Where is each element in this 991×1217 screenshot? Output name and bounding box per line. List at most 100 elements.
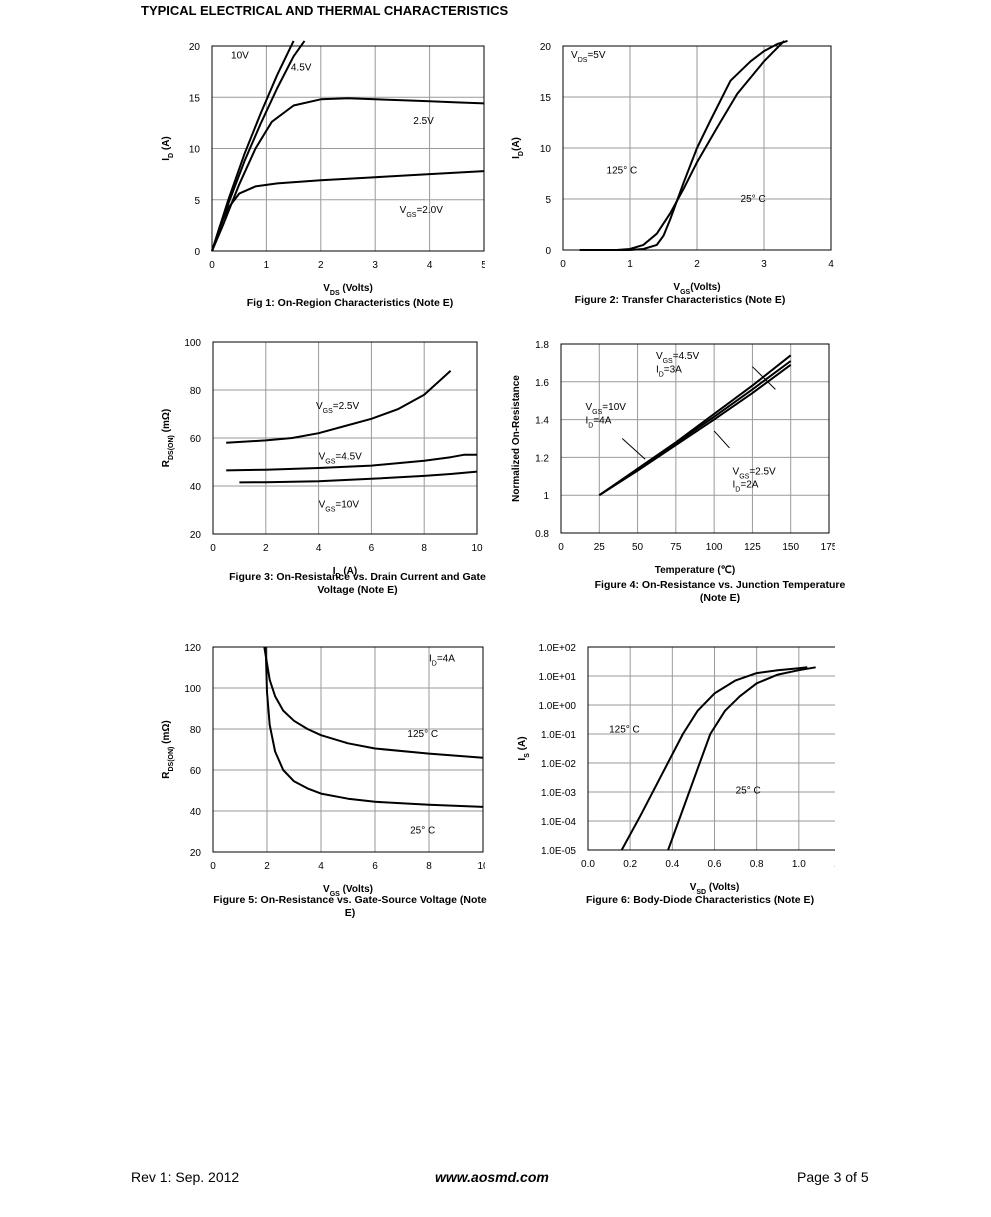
fig1-plot-frame — [211, 45, 485, 252]
fig5-annotation: 25° C — [410, 826, 435, 837]
fig2-xtick-label: 2 — [694, 259, 700, 270]
fig2-ytick-label: 5 — [545, 195, 551, 206]
fig6-xtick-label: 1.2 — [834, 859, 835, 870]
fig4-series-3-line — [598, 363, 792, 497]
fig4-xtick-label: 50 — [632, 542, 644, 553]
fig3-ytick-label: 80 — [190, 386, 202, 397]
fig5-ytick-label: 100 — [184, 684, 201, 695]
fig4-xtick-label: 125 — [744, 542, 761, 553]
fig6-yaxis-label: IS (A) — [517, 736, 531, 760]
fig6-xtick-label: 0.2 — [623, 859, 637, 870]
fig5-annotation: 125° C — [407, 729, 438, 740]
fig1-annotation: 2.5V — [413, 116, 434, 127]
fig4-annotation: ID=3A — [656, 364, 682, 378]
fig1-series-3-line — [211, 97, 485, 252]
fig1-xtick-label: 3 — [372, 260, 378, 271]
fig6-annotation: 25° C — [736, 785, 761, 796]
fig4-leader-arrow — [621, 438, 646, 460]
footer-revision: Rev 1: Sep. 2012 — [131, 1169, 240, 1185]
fig1-xtick-label: 4 — [427, 260, 433, 271]
chart-fig5: 0 2 4 6 8 10 20 40 60 80 100 120 VGS (Volts) RDS(ON) … — [155, 638, 485, 928]
fig3-ytick-label: 60 — [190, 434, 202, 445]
fig4-xtick-label: 25 — [594, 542, 606, 553]
fig2-yaxis-label: ID(A) — [511, 137, 525, 159]
fig6-ytick-label: 1.0E-02 — [541, 759, 576, 770]
fig3-plot-frame — [212, 341, 478, 535]
fig4-ytick-label: 1.4 — [535, 416, 549, 427]
chart-fig3: 0 2 4 6 8 10 20 40 60 80 100 ID (A) RDS(ON) (mΩ) VGS=… — [155, 334, 485, 624]
fig5-svg: 0 2 4 6 8 10 20 40 60 80 100 120 VGS (Volts) RDS(ON) … — [161, 643, 485, 898]
fig4-leader-arrow — [713, 430, 730, 449]
fig3-xtick-label: 8 — [421, 543, 427, 554]
chart-fig4: 0 25 50 75 100 125 150 175 0.8 1 1.2 1.4 1.6 1.8 Tempe… — [505, 334, 835, 624]
chart-fig1: 0 1 2 3 4 5 0 5 10 15 20 VDS (Volts) ID (A) 10V 4.5V 2.… — [155, 38, 485, 328]
fig1-xaxis-label: VDS (Volts) — [323, 283, 373, 297]
fig4-xaxis-label: Temperature (℃) — [655, 565, 736, 576]
fig4-xtick-label: 150 — [782, 542, 799, 553]
fig1-annotation: 4.5V — [291, 63, 312, 74]
fig6-ytick-label: 1.0E-05 — [541, 846, 576, 857]
fig6-xtick-label: 0.6 — [708, 859, 722, 870]
fig4-ytick-label: 1.6 — [535, 378, 549, 389]
fig3-ytick-label: 40 — [190, 482, 202, 493]
fig3-svg: 0 2 4 6 8 10 20 40 60 80 100 ID (A) RDS(ON) (mΩ) VGS=… — [161, 338, 483, 580]
fig5-xtick-label: 0 — [210, 861, 216, 872]
fig6-svg: 0.0 0.2 0.4 0.6 0.8 1.0 1.2 1.0E-05 1.0E-04 1.0E-… — [517, 643, 835, 896]
fig5-xtick-label: 6 — [372, 861, 378, 872]
fig4-annotation: VGS=2.5V — [733, 466, 777, 480]
fig1-xtick-label: 1 — [264, 260, 270, 271]
page-title: TYPICAL ELECTRICAL AND THERMAL CHARACTER… — [141, 3, 509, 18]
fig4-plot-frame — [560, 343, 830, 534]
fig5-ytick-label: 40 — [190, 807, 202, 818]
fig4-ytick-label: 1.2 — [535, 453, 549, 464]
fig4-ytick-label: 0.8 — [535, 529, 549, 540]
fig6-ytick-label: 1.0E-03 — [541, 788, 576, 799]
fig2-xtick-label: 4 — [828, 259, 834, 270]
fig4-svg: 0 25 50 75 100 125 150 175 0.8 1 1.2 1.4 1.6 1.8 Tempe… — [511, 340, 835, 576]
fig3-xtick-label: 6 — [369, 543, 375, 554]
fig6-xtick-label: 0.0 — [581, 859, 595, 870]
fig2-ytick-label: 20 — [540, 42, 552, 53]
fig2-ytick-label: 10 — [540, 144, 552, 155]
chart-fig6: 0.0 0.2 0.4 0.6 0.8 1.0 1.2 1.0E-05 1.0E-04 1.0E-… — [505, 638, 835, 928]
fig2-ytick-label: 0 — [545, 246, 551, 257]
fig2-xaxis-label: VGS(Volts) — [673, 282, 720, 296]
fig2-xtick-label: 0 — [560, 259, 566, 270]
fig1-ytick-label: 10 — [189, 145, 201, 156]
fig1-annotation: 10V — [231, 50, 249, 61]
fig6-xtick-label: 0.4 — [665, 859, 679, 870]
fig2-series-2-line — [579, 39, 788, 251]
fig4-yaxis-label: Normalized On-Resistance — [511, 375, 522, 502]
fig6-xaxis-label: VSD (Volts) — [690, 882, 740, 896]
fig6-ytick-label: 1.0E-04 — [541, 817, 576, 828]
fig3-annotation: VGS=2.5V — [316, 401, 360, 415]
fig5-annotation: ID=4A — [429, 653, 455, 667]
fig3-xaxis-label: ID (A) — [333, 566, 358, 580]
fig1-yaxis-label: ID (A) — [161, 136, 175, 161]
fig5-yaxis-label: RDS(ON) (mΩ) — [161, 720, 175, 778]
fig6-series-1-line — [620, 666, 808, 851]
fig6-annotation: 125° C — [609, 725, 640, 736]
fig4-annotation: VGS=10V — [586, 402, 627, 416]
fig4-xtick-label: 0 — [558, 542, 564, 553]
fig3-series-3-line — [239, 470, 478, 484]
fig4-xtick-label: 100 — [706, 542, 723, 553]
fig5-caption: Figure 5: On-Resistance vs. Gate-Source … — [213, 894, 487, 919]
fig2-xtick-label: 3 — [761, 259, 767, 270]
footer-website-link[interactable]: www.aosmd.com — [435, 1169, 549, 1185]
fig4-annotation: VGS=4.5V — [656, 351, 700, 365]
fig4-caption: Figure 4: On-Resistance vs. Junction Tem… — [594, 579, 846, 604]
fig2-ytick-label: 15 — [540, 93, 552, 104]
fig3-yaxis-label: RDS(ON) (mΩ) — [161, 409, 175, 467]
fig2-caption: Figure 2: Transfer Characteristics (Note… — [574, 294, 786, 306]
fig5-xtick-label: 8 — [426, 861, 432, 872]
fig5-ytick-label: 80 — [190, 725, 202, 736]
fig1-ytick-label: 5 — [194, 196, 200, 207]
fig6-plot-frame — [587, 646, 835, 851]
fig2-xtick-label: 1 — [627, 259, 633, 270]
fig3-xtick-label: 0 — [210, 543, 216, 554]
fig2-annotation: 25° C — [741, 194, 766, 205]
fig4-leader-arrow — [752, 366, 776, 390]
fig3-series-1-line — [226, 370, 452, 444]
fig1-annotation: VGS=2.0V — [400, 205, 444, 219]
